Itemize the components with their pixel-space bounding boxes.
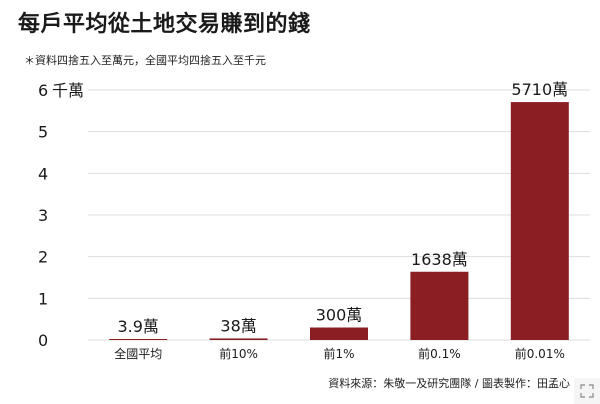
data-label: 3.9萬	[117, 317, 158, 336]
bar	[209, 338, 268, 340]
bar	[310, 327, 368, 340]
source-credit: 資料來源：朱敬一及研究團隊 / 圖表製作：田孟心	[328, 377, 570, 390]
expand-icon	[580, 384, 594, 398]
y-tick-label: 6	[38, 81, 48, 100]
y-tick-label: 3	[38, 206, 48, 225]
data-label: 38萬	[220, 316, 256, 335]
bar	[410, 271, 469, 340]
y-tick-label: 2	[38, 248, 48, 267]
bar	[109, 339, 168, 340]
data-label: 300萬	[316, 306, 363, 325]
x-tick-label: 前0.1%	[418, 346, 461, 361]
y-tick-label: 4	[38, 164, 48, 183]
y-tick-label: 5	[38, 123, 48, 142]
x-tick-label: 前0.01%	[515, 346, 565, 361]
data-label: 5710萬	[511, 80, 568, 99]
chart-title: 每戶平均從土地交易賺到的錢	[18, 12, 311, 37]
expand-button[interactable]	[574, 378, 600, 404]
bar	[510, 102, 569, 340]
chart-subtitle: ＊資料四捨五入至萬元，全國平均四捨五入至千元	[24, 54, 266, 67]
x-tick-label: 全國平均	[114, 346, 162, 361]
x-tick-label: 前1%	[323, 346, 354, 361]
x-tick-label: 前10%	[219, 346, 258, 361]
y-tick-label: 1	[38, 289, 48, 308]
y-tick-label: 0	[38, 331, 48, 350]
data-label: 1638萬	[411, 250, 468, 269]
y-unit-label: 千萬	[52, 81, 84, 100]
